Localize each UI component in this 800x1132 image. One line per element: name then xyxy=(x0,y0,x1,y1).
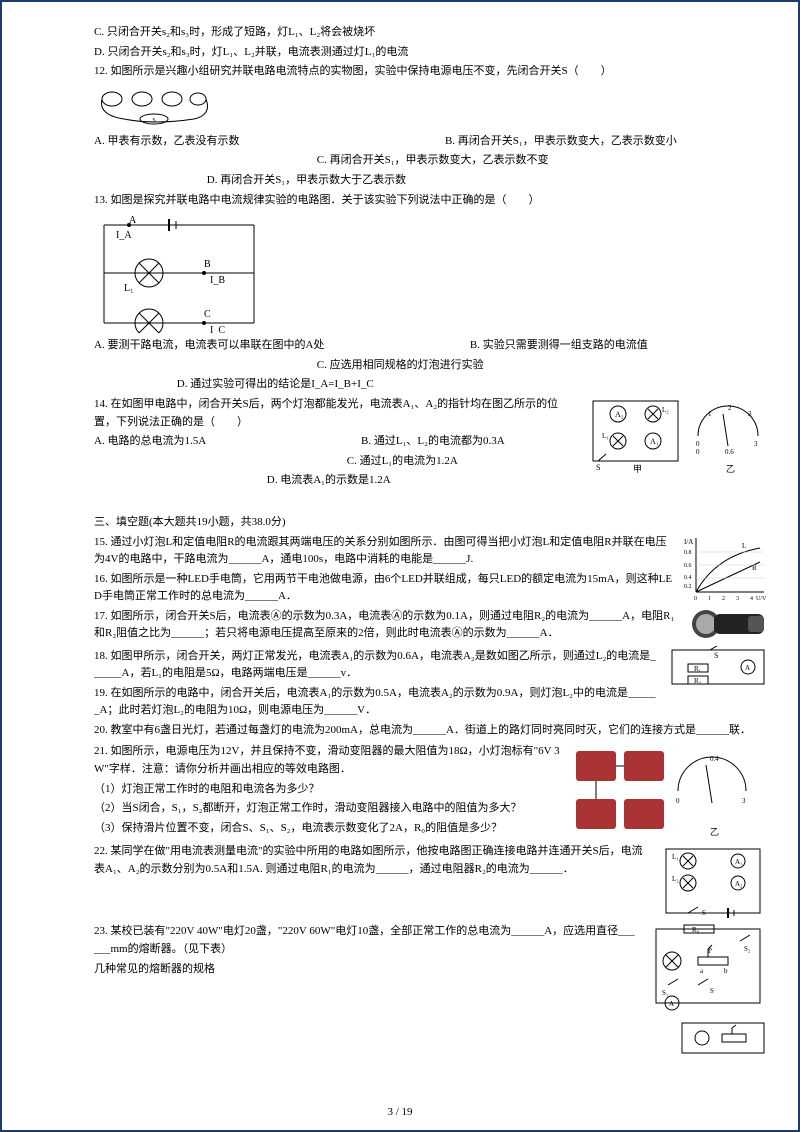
svg-text:A: A xyxy=(669,1000,674,1008)
q12-option-b: B. 再闭合开关S₁，甲表示数变大，乙表示数变小 xyxy=(445,135,677,147)
q16: 16. 如图所示是一种LED手电筒，它用两节干电池做电源，由6个LED并联组成，… xyxy=(94,571,768,606)
svg-text:I_B: I_B xyxy=(210,275,225,286)
svg-text:2: 2 xyxy=(728,404,732,412)
q14-option-c: C. 通过L₁的电流为1.2A xyxy=(347,455,458,467)
svg-text:A₂: A₂ xyxy=(615,410,624,419)
svg-text:P: P xyxy=(708,947,712,955)
svg-text:0.4: 0.4 xyxy=(684,575,692,581)
svg-text:3: 3 xyxy=(742,797,746,805)
svg-text:I_A: I_A xyxy=(116,230,132,241)
q13-stem: 13. 如图是探究并联电路中电流规律实验的电路图．关于该实验下列说法中正确的是（… xyxy=(94,192,768,210)
svg-text:3: 3 xyxy=(754,440,758,448)
q12-option-c: C. 再闭合开关S₁，甲表示数变大，乙表示数不变 xyxy=(317,154,549,166)
q12-options-row1: A. 甲表有示数，乙表没有示数 B. 再闭合开关S₁，甲表示数变大，乙表示数变小 xyxy=(94,133,768,151)
svg-text:R₂: R₂ xyxy=(694,677,702,685)
svg-text:C: C xyxy=(204,309,211,320)
q14-option-d: D. 电流表A₁的示数是1.2A xyxy=(267,474,391,486)
svg-text:L₁: L₁ xyxy=(602,432,609,440)
q13-option-d: D. 通过实验可得出的结论是I_A=I_B+I_C xyxy=(177,378,374,390)
q15-figure: I/A 0.8 0.6 0.4 0.2 0 12 34 U/V L R xyxy=(682,534,768,602)
q12-options-row3: D. 再闭合开关S₁，甲表示数大于乙表示数 xyxy=(94,172,768,190)
q21-figure: 0 0.4 3 乙 xyxy=(568,741,768,841)
q13-option-b: B. 实验只需要测得一组支路的电流值 xyxy=(470,339,648,351)
svg-text:0: 0 xyxy=(676,797,680,805)
q11-option-c: C. 只闭合开关s₂和s₃时，形成了短路，灯L₁、L₂将会被烧坏 xyxy=(94,24,768,42)
svg-text:0.2: 0.2 xyxy=(684,584,692,590)
svg-text:乙: 乙 xyxy=(726,464,735,474)
q14-figure: A₂ L₂ L₁ A₁ S 甲 0 1 2 3 0 0.6 3 乙 xyxy=(588,396,768,476)
section-3-title: 三、填空题(本大题共19小题，共38.0分) xyxy=(94,514,768,532)
q17: 17. 如图所示，闭合开关S后，电流表Ⓐ的示数为0.3A，电流表Ⓐ的示数为0.1… xyxy=(94,608,768,643)
svg-text:R₀: R₀ xyxy=(692,926,700,934)
q13-options-row1: A. 要测干路电流，电流表可以串联在图中的A处 B. 实验只需要测得一组支路的电… xyxy=(94,337,768,355)
svg-text:0.4: 0.4 xyxy=(710,755,719,763)
svg-text:S₂: S₂ xyxy=(744,945,751,953)
q13-options-row3: D. 通过实验可得出的结论是I_A=I_B+I_C xyxy=(94,376,768,394)
q23-figure: R₀ a b P S₂ S₁ S A xyxy=(648,921,768,1011)
svg-text:A: A xyxy=(745,664,750,672)
q14-option-b: B. 通过L₁、L₂的电流都为0.3A xyxy=(361,435,505,447)
svg-text:S: S xyxy=(702,909,706,917)
q18: 18. 如图甲所示，闭合开关，两灯正常发光，电流表A₁的示数为0.6A，电流表A… xyxy=(94,648,768,683)
page-number: 3 / 19 xyxy=(387,1104,412,1122)
q20: 20. 教室中有6盏日光灯，若通过每盏灯的电流为200mA，总电流为______… xyxy=(94,722,768,740)
q13-option-a: A. 要测干路电流，电流表可以串联在图中的A处 xyxy=(94,339,324,351)
q13-options-row2: C. 应选用相同规格的灯泡进行实验 xyxy=(94,357,768,375)
svg-text:S₁: S₁ xyxy=(662,989,668,997)
q12-figure: S xyxy=(94,85,214,129)
svg-text:3: 3 xyxy=(748,410,752,418)
q12-options-row2: C. 再闭合开关S₁，甲表示数变大，乙表示数不变 xyxy=(94,152,768,170)
q13-option-c: C. 应选用相同规格的灯泡进行实验 xyxy=(317,359,484,371)
q12-stem: 12. 如图所示是兴趣小组研究并联电路电流特点的实物图，实验中保持电源电压不变，… xyxy=(94,63,768,81)
svg-text:L: L xyxy=(742,542,746,550)
svg-text:S: S xyxy=(152,118,155,124)
svg-text:0: 0 xyxy=(696,448,700,456)
q13-figure: I_A A L₁ B I_B L₂ C I_C xyxy=(94,213,264,333)
svg-text:A₁: A₁ xyxy=(650,437,659,446)
q22-figure: L₁ L₂ A₁ A₂ S xyxy=(658,841,768,921)
svg-text:0.8: 0.8 xyxy=(684,550,692,556)
svg-text:乙: 乙 xyxy=(710,827,719,837)
svg-text:S: S xyxy=(710,987,714,995)
bottom-figure xyxy=(678,1019,768,1061)
svg-text:甲: 甲 xyxy=(633,464,642,474)
q15: 15. 通过小灯泡L和定值电阻R的电流跟其两端电压的关系分别如图所示．由图可得当… xyxy=(94,534,768,569)
svg-text:A₁: A₁ xyxy=(735,858,743,866)
svg-text:I_C: I_C xyxy=(210,325,225,333)
svg-text:I/A: I/A xyxy=(684,538,693,546)
svg-text:b: b xyxy=(724,967,728,975)
svg-text:A₂: A₂ xyxy=(735,880,743,888)
svg-text:L₁: L₁ xyxy=(124,283,134,294)
svg-text:0.6: 0.6 xyxy=(684,563,692,569)
q18-figure: S R₁ R₂ A xyxy=(668,646,768,694)
svg-text:R₁: R₁ xyxy=(694,665,701,673)
svg-text:S: S xyxy=(596,463,600,472)
svg-text:a: a xyxy=(700,967,704,975)
svg-text:0: 0 xyxy=(696,440,700,448)
q12-option-a: A. 甲表有示数，乙表没有示数 xyxy=(94,135,239,147)
q14-option-a: A. 电路的总电流为1.5A xyxy=(94,435,206,447)
svg-text:L₂: L₂ xyxy=(662,406,669,414)
svg-text:0.6: 0.6 xyxy=(725,448,734,456)
svg-text:B: B xyxy=(204,259,211,270)
q16-figure xyxy=(688,602,768,646)
q19: 19. 在如图所示的电路中，闭合开关后，电流表A₁的示数为0.5A，电流表A₂的… xyxy=(94,685,768,720)
q12-option-d: D. 再闭合开关S₁，甲表示数大于乙表示数 xyxy=(207,174,406,186)
svg-text:S: S xyxy=(714,651,718,660)
q11-option-d: D. 只闭合开关s₂和s₃时，灯L₁、L₂并联，电流表测通过灯L₁的电流 xyxy=(94,44,768,62)
svg-text:1: 1 xyxy=(708,410,712,418)
svg-text:L₂: L₂ xyxy=(672,875,679,883)
svg-text:L₁: L₁ xyxy=(672,853,679,861)
